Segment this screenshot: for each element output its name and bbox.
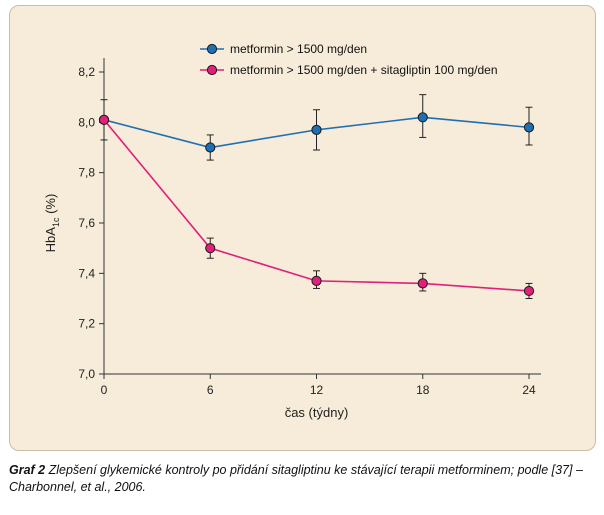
data-point: [311, 124, 322, 135]
x-tick-label: 24: [522, 383, 536, 397]
data-point: [98, 114, 110, 125]
chart: 7,0 7,2 7,4 7,6 7,8 8,0 8,2 0 6 12 18 24 čas (týdny)…: [43, 42, 541, 420]
y-tick-label: 7,0: [78, 367, 95, 381]
x-tick-label: 6: [207, 383, 214, 397]
data-point: [523, 285, 535, 297]
legend-marker-1: [206, 43, 218, 55]
x-tick-label: 0: [101, 383, 108, 397]
legend-marker-2: [206, 64, 218, 76]
figure-caption: Graf 2 Zlepšení glykemické kontroly po p…: [9, 462, 597, 496]
data-point: [417, 112, 428, 123]
data-point: [523, 122, 535, 133]
y-tick-label: 7,6: [78, 216, 95, 230]
chart-panel: [9, 5, 596, 451]
data-point: [311, 275, 322, 286]
data-point: [205, 243, 216, 254]
y-tick-label: 8,0: [78, 115, 95, 129]
caption-label: Graf 2: [9, 463, 46, 477]
y-tick-label: 8,2: [78, 65, 95, 79]
legend-label-2: metformin > 1500 mg/den + sitagliptin 10…: [230, 63, 498, 77]
caption-text: Zlepšení glykemické kontroly po přidání …: [9, 463, 583, 494]
y-tick-label: 7,4: [78, 266, 95, 280]
data-point: [417, 278, 428, 289]
data-point: [205, 142, 216, 153]
y-axis-title: HbA1c (%): [43, 194, 61, 253]
x-tick-label: 12: [310, 383, 324, 397]
legend-label-1: metformin > 1500 mg/den: [230, 42, 367, 56]
x-axis-title: čas (týdny): [285, 405, 349, 420]
y-tick-label: 7,2: [78, 317, 95, 331]
y-tick-label: 7,8: [78, 166, 95, 180]
x-tick-label: 18: [416, 383, 430, 397]
